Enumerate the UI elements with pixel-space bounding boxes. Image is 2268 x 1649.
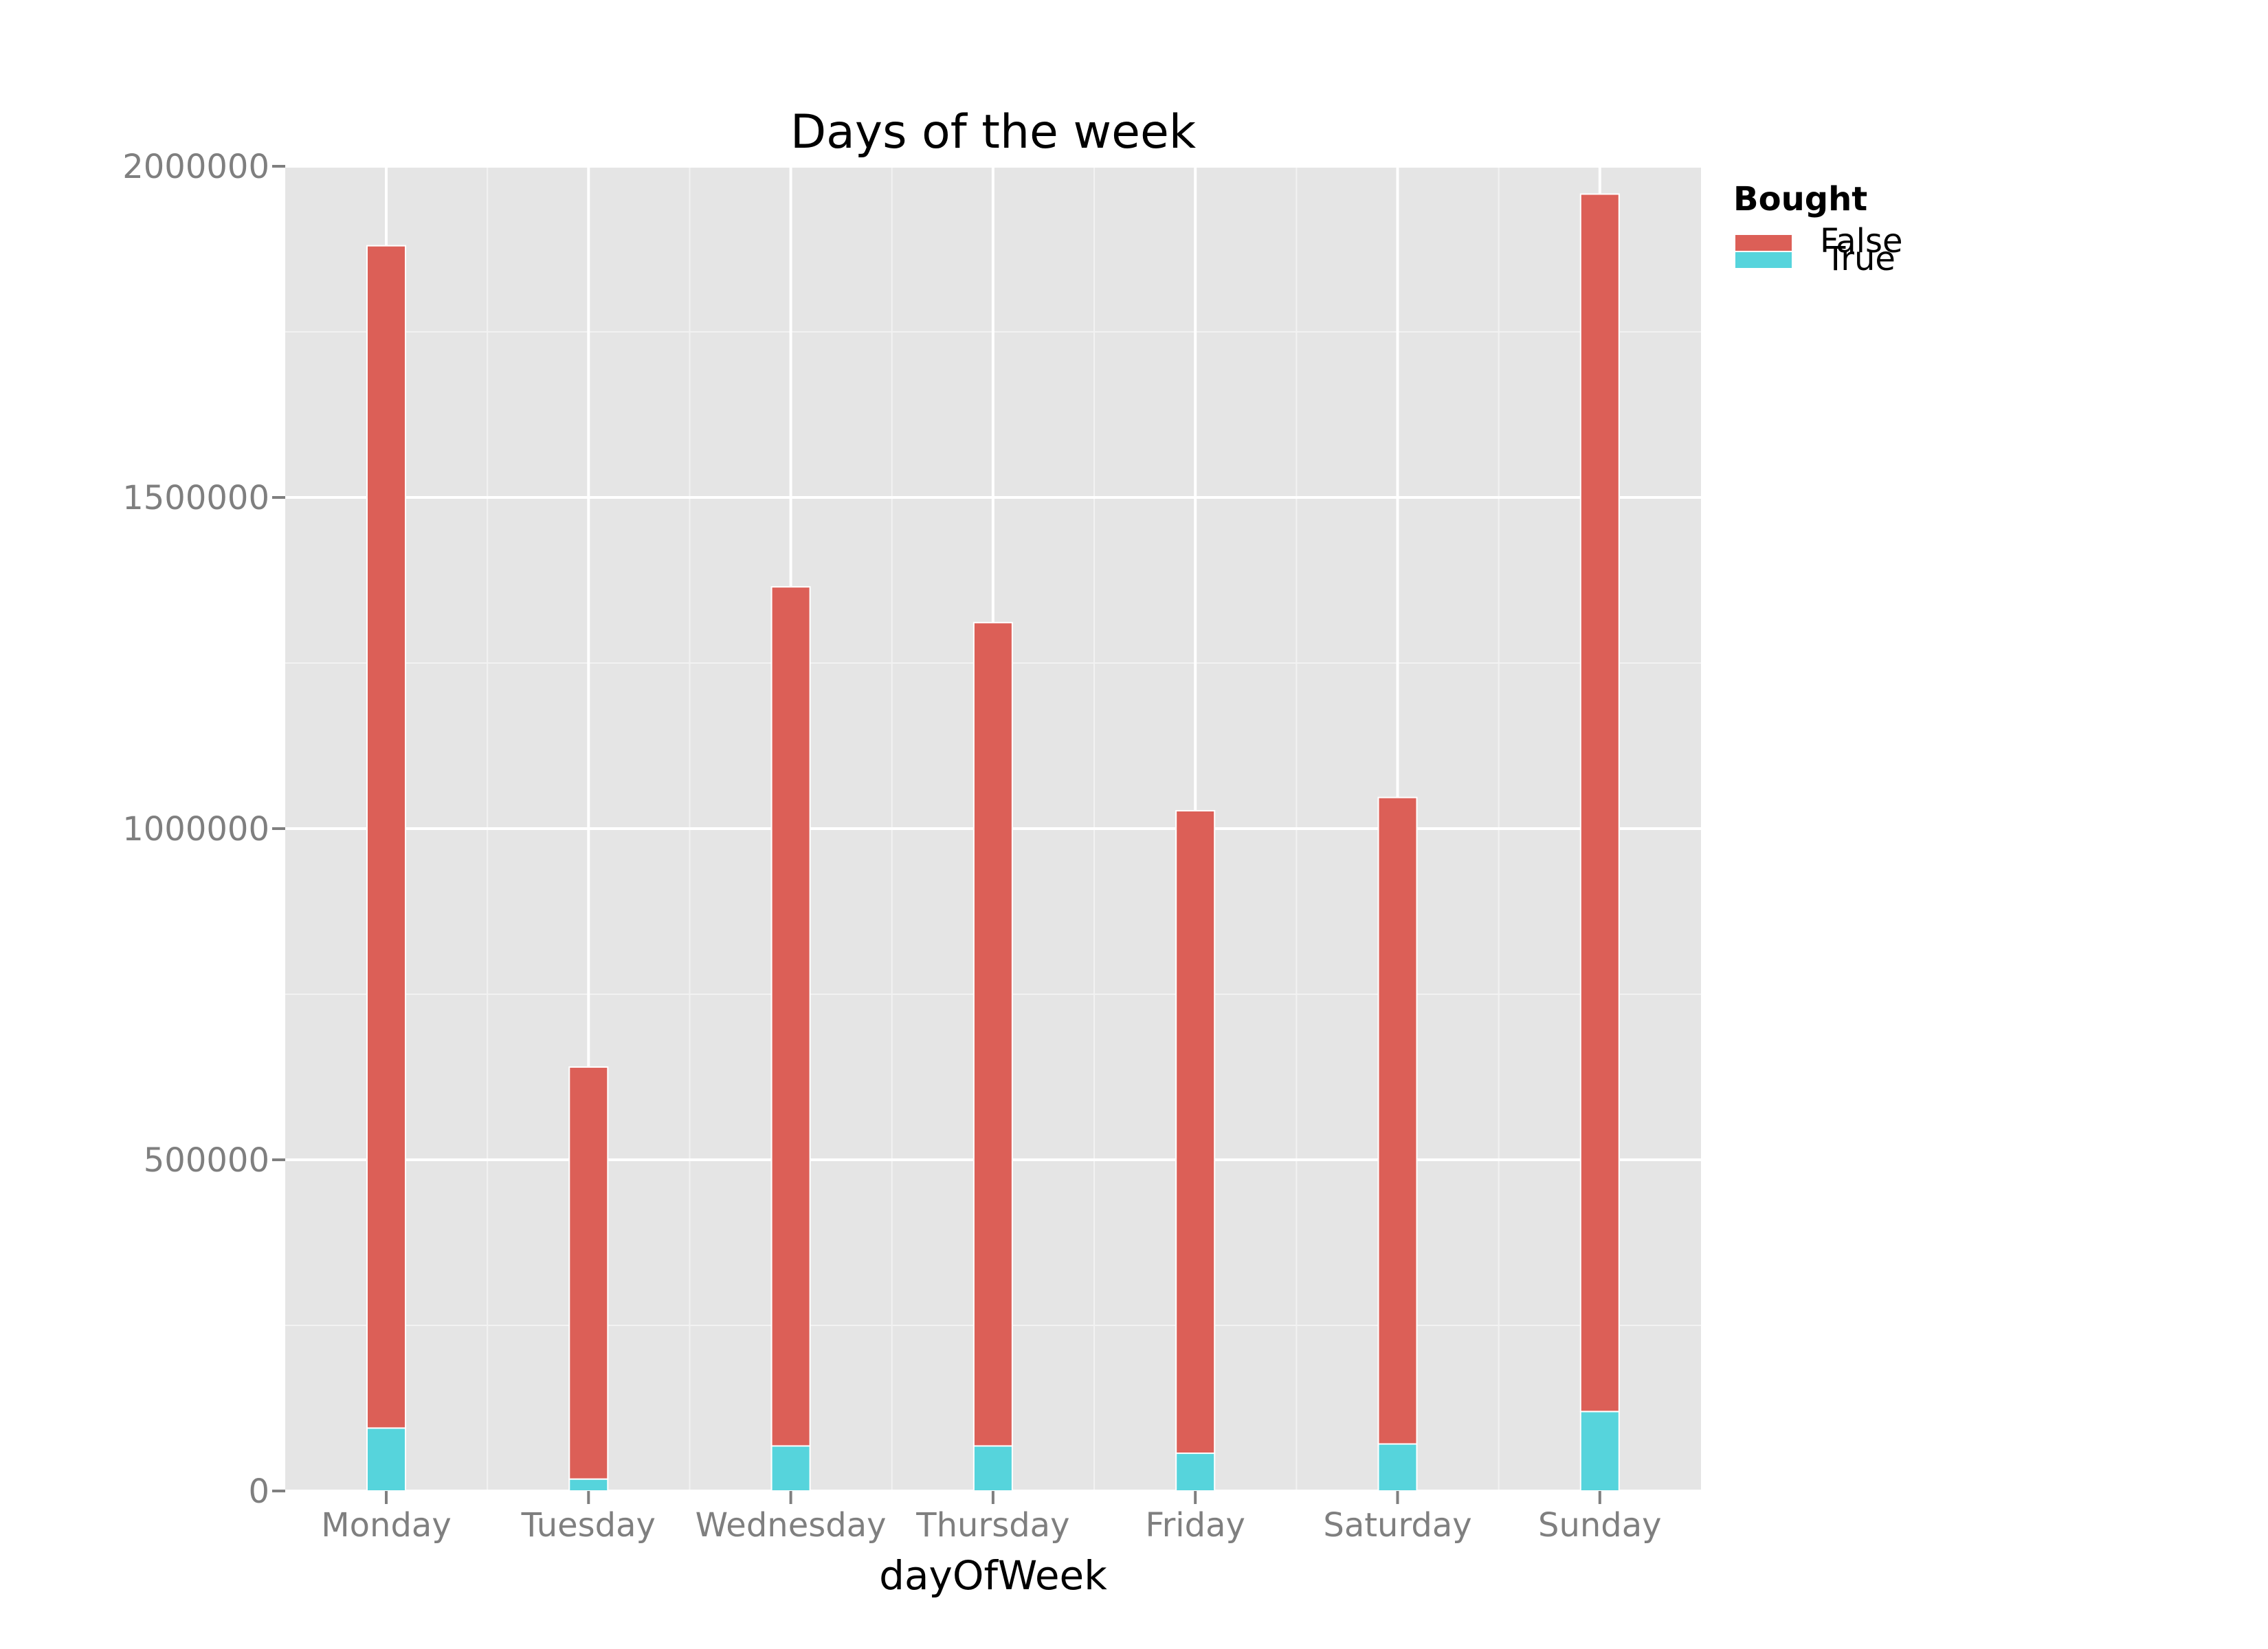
bars <box>366 193 1620 1492</box>
bar-tuesday-false <box>568 1066 609 1480</box>
x-tick-label-monday: Monday <box>321 1506 452 1545</box>
x-tick-label-wednesday: Wednesday <box>696 1506 887 1545</box>
x-tick-label-thursday: Thursday <box>915 1506 1069 1545</box>
bar-saturday-true <box>1377 1443 1418 1492</box>
bar-thursday-false <box>972 622 1013 1447</box>
x-axis: Monday Tuesday Wednesday Thursday Friday Satu… <box>321 1491 1662 1545</box>
x-tick-label-tuesday: Tuesday <box>521 1506 656 1545</box>
bar-friday-true <box>1175 1452 1216 1492</box>
y-tick-label: 0 <box>248 1472 269 1511</box>
legend-label-false: False <box>1820 222 1903 260</box>
x-tick-label-sunday: Sunday <box>1538 1506 1662 1545</box>
legend-key-true <box>1734 251 1793 269</box>
bar-wednesday-false <box>770 586 811 1447</box>
bar-sunday-false <box>1579 193 1620 1413</box>
legend-key-false <box>1734 234 1793 252</box>
bar-thursday-true <box>972 1445 1013 1492</box>
bar-sunday-true <box>1579 1411 1620 1492</box>
chart-title: Days of the week <box>790 105 1197 159</box>
bar-friday-false <box>1175 809 1216 1455</box>
y-tick-label: 2000000 <box>122 148 269 186</box>
x-tick-label-saturday: Saturday <box>1323 1506 1471 1545</box>
y-axis: 0 500000 1000000 1500000 2000000 <box>122 148 285 1511</box>
x-axis-label: dayOfWeek <box>879 1552 1107 1599</box>
bar-monday-false <box>366 245 406 1429</box>
x-tick-label-friday: Friday <box>1145 1506 1245 1545</box>
bar-tuesday-true <box>568 1478 609 1492</box>
y-tick-label: 1000000 <box>122 810 269 849</box>
legend: Bought False True <box>1733 180 1903 278</box>
y-tick-label: 500000 <box>144 1141 269 1180</box>
bar-saturday-false <box>1377 796 1418 1445</box>
y-tick-label: 1500000 <box>122 479 269 517</box>
legend-title: Bought <box>1733 180 1867 218</box>
bar-monday-true <box>366 1427 406 1492</box>
legend-label-true: True <box>1825 240 1895 278</box>
bar-wednesday-true <box>770 1445 811 1492</box>
